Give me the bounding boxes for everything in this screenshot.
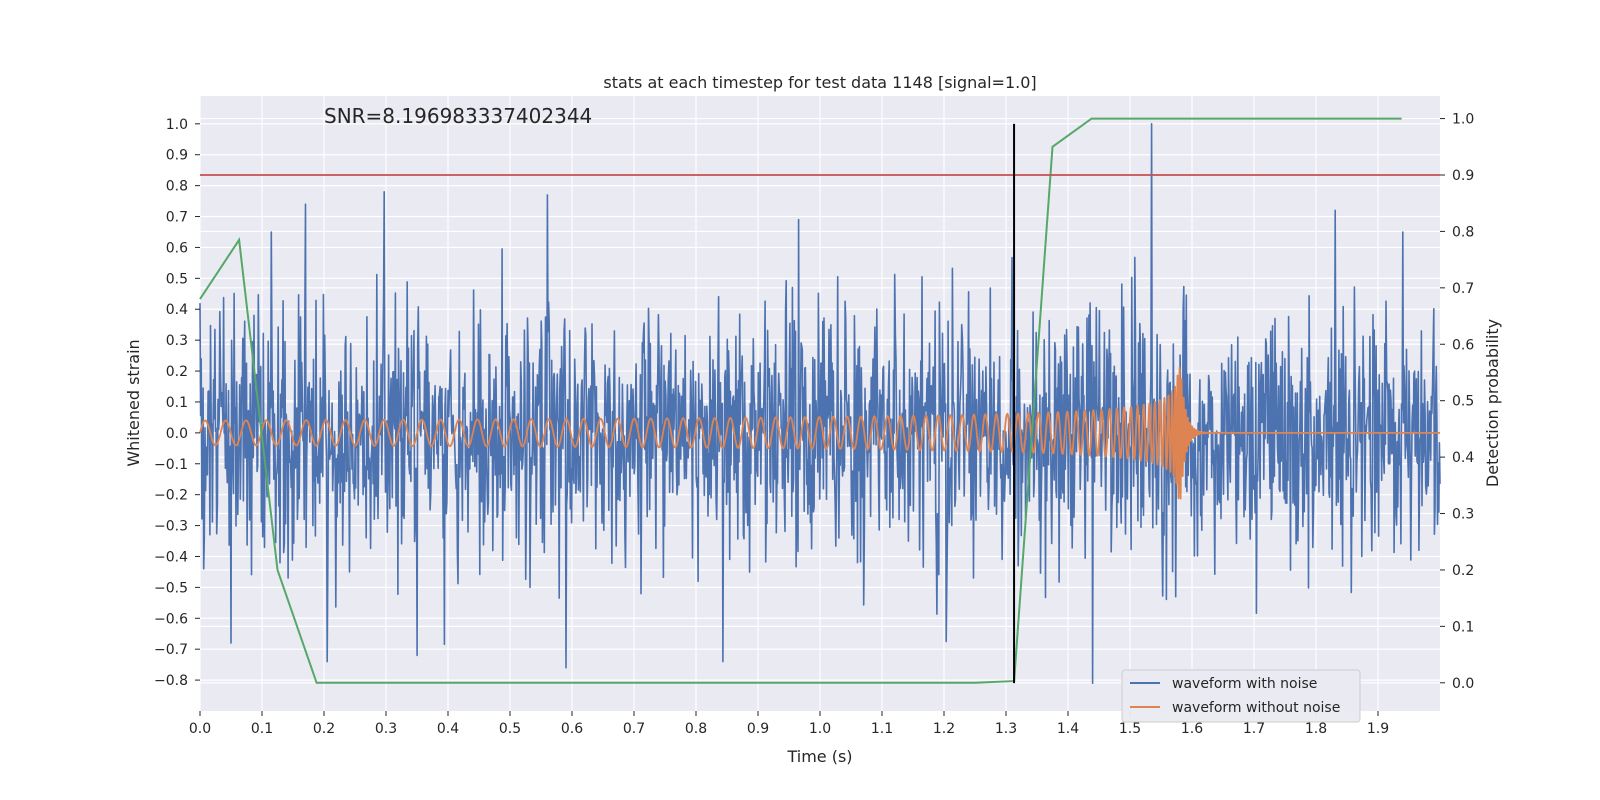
y-left-tick-label: 0.2 bbox=[166, 364, 188, 380]
y-left-tick-label: −0.2 bbox=[154, 488, 188, 504]
y-right-tick-label: 0.2 bbox=[1452, 563, 1474, 579]
x-tick-label: 0.3 bbox=[375, 721, 397, 737]
x-tick-label: 0.9 bbox=[747, 721, 769, 737]
y-right-tick-label: 1.0 bbox=[1452, 112, 1474, 128]
overlays bbox=[200, 123, 1440, 684]
x-tick-label: 1.0 bbox=[809, 721, 831, 737]
y-left-tick-label: 0.3 bbox=[166, 333, 188, 349]
legend-label-noisy: waveform with noise bbox=[1172, 676, 1317, 692]
x-tick-label: 0.4 bbox=[437, 721, 459, 737]
y-left-tick-label: −0.7 bbox=[154, 642, 188, 658]
detection-probability-series bbox=[199, 117, 1402, 684]
x-tick-label: 1.5 bbox=[1119, 721, 1141, 737]
y-left-tick-label: 0.1 bbox=[166, 395, 188, 411]
x-tick-label: 1.8 bbox=[1305, 721, 1327, 737]
y-left-tick-label: 0.0 bbox=[166, 426, 188, 442]
y-left-tick-label: 0.6 bbox=[166, 240, 188, 256]
x-tick-label: 0.6 bbox=[561, 721, 583, 737]
x-tick-label: 0.8 bbox=[685, 721, 707, 737]
x-tick-label: 1.7 bbox=[1243, 721, 1265, 737]
x-tick-label: 0.7 bbox=[623, 721, 645, 737]
x-tick-label: 1.9 bbox=[1367, 721, 1389, 737]
y-left-tick-label: −0.5 bbox=[154, 580, 188, 596]
x-tick-label: 1.2 bbox=[933, 721, 955, 737]
chart-title: stats at each timestep for test data 114… bbox=[603, 73, 1036, 92]
y-axis-left-label: Whitened strain bbox=[124, 339, 143, 466]
legend: waveform with noise waveform without noi… bbox=[1121, 669, 1361, 723]
y-left-tick-label: 1.0 bbox=[166, 117, 188, 133]
legend-label-clean: waveform without noise bbox=[1172, 700, 1340, 716]
x-tick-label: 0.5 bbox=[499, 721, 521, 737]
legend-box bbox=[1121, 669, 1361, 723]
y-right-tick-label: 0.5 bbox=[1452, 394, 1474, 410]
y-left-tick-label: −0.8 bbox=[154, 673, 188, 689]
y-right-tick-label: 0.3 bbox=[1452, 507, 1474, 523]
noisy-waveform-series bbox=[199, 123, 1441, 685]
y-right-tick-label: 0.8 bbox=[1452, 224, 1474, 240]
x-tick-label: 0.2 bbox=[313, 721, 335, 737]
y-left-tick-label: 0.9 bbox=[166, 148, 188, 164]
x-tick-label: 1.6 bbox=[1181, 721, 1203, 737]
y-right-tick-label: 0.9 bbox=[1452, 168, 1474, 184]
x-tick-label: 1.3 bbox=[995, 721, 1017, 737]
y-left-tick-label: −0.4 bbox=[154, 549, 188, 565]
y-left-tick-label: −0.6 bbox=[154, 611, 188, 627]
clean-waveform-series bbox=[199, 366, 1441, 500]
y-right-tick-label: 0.0 bbox=[1452, 676, 1474, 692]
x-axis-label: Time (s) bbox=[786, 747, 852, 766]
clean-waveform-line bbox=[199, 366, 1441, 500]
x-tick-label: 1.1 bbox=[871, 721, 893, 737]
x-tick-label: 1.4 bbox=[1057, 721, 1079, 737]
noisy-waveform-line bbox=[199, 123, 1441, 685]
snr-annotation: SNR=8.196983337402344 bbox=[324, 104, 592, 128]
y-left-tick-label: 0.8 bbox=[166, 179, 188, 195]
y-left-tick-label: 0.7 bbox=[166, 210, 188, 226]
x-tick-label: 0.0 bbox=[189, 721, 211, 737]
y-right-tick-label: 0.1 bbox=[1452, 619, 1474, 635]
detection-probability-line bbox=[199, 117, 1402, 684]
y-axis-right-label: Detection probability bbox=[1483, 319, 1502, 487]
y-left-tick-label: −0.1 bbox=[154, 457, 188, 473]
x-tick-label: 0.1 bbox=[251, 721, 273, 737]
y-left-tick-label: 0.4 bbox=[166, 302, 188, 318]
y-left-tick-label: 0.5 bbox=[166, 271, 188, 287]
y-right-tick-label: 0.6 bbox=[1452, 337, 1474, 353]
y-right-tick-label: 0.7 bbox=[1452, 281, 1474, 297]
ticks: 0.0 0.1 0.2 0.3 0.4 0.5 0.6 0.7 0.8 0.9 1.0 1.1 1.2 1… bbox=[154, 112, 1474, 737]
y-right-tick-label: 0.4 bbox=[1452, 450, 1474, 466]
y-left-tick-label: −0.3 bbox=[154, 519, 188, 535]
